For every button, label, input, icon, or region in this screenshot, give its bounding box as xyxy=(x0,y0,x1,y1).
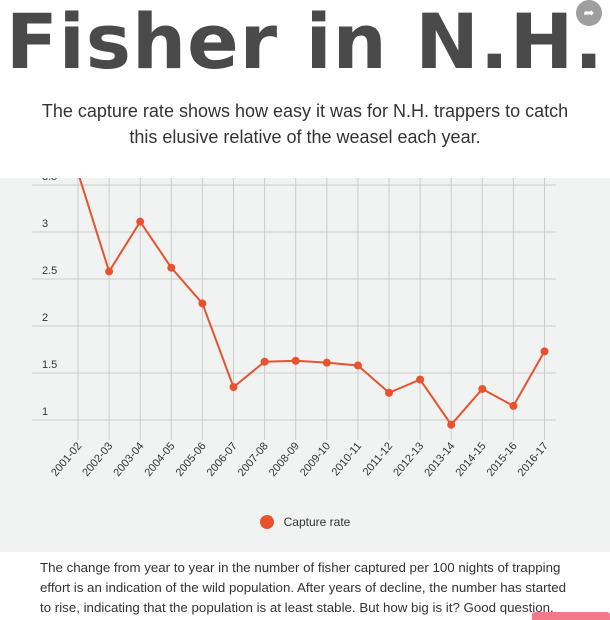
y-tick-label: 2.5 xyxy=(42,265,57,277)
x-tick-label: 2005-06 xyxy=(174,440,209,479)
data-point xyxy=(416,375,425,384)
x-tick-label: 2015-16 xyxy=(485,440,520,479)
data-point xyxy=(322,358,331,367)
data-point xyxy=(198,299,207,308)
x-tick-label: 2012-13 xyxy=(391,440,426,479)
x-tick-label: 2003-04 xyxy=(111,440,146,479)
x-tick-label: 2016-17 xyxy=(516,440,551,479)
y-tick-label: 1.5 xyxy=(42,359,57,371)
data-point xyxy=(447,420,456,429)
data-point xyxy=(260,357,269,366)
capture-rate-line-chart: 3.5 3 2.5 2 1.5 1 2001-022002-032003-042004-05… xyxy=(32,178,556,479)
share-icon[interactable]: ➦ xyxy=(576,0,602,26)
data-point xyxy=(540,347,549,356)
data-point xyxy=(136,217,145,226)
y-tick-label: 3 xyxy=(42,218,48,230)
x-tick-label: 2007-08 xyxy=(236,440,271,479)
data-point xyxy=(105,267,114,276)
chart-panel: 3.5 3 2.5 2 1.5 1 2001-022002-032003-042004-05… xyxy=(0,178,610,552)
x-tick-label: 2013-14 xyxy=(422,440,457,479)
data-point xyxy=(509,401,518,410)
x-tick-label: 2001-02 xyxy=(49,440,84,479)
y-tick-label: 1 xyxy=(42,406,48,418)
page-subtitle: The capture rate shows how easy it was f… xyxy=(41,101,569,147)
chart-description: The change from year to year in the numb… xyxy=(40,560,567,615)
x-tick-label: 2009-10 xyxy=(298,440,333,479)
series-line xyxy=(78,178,546,426)
legend-marker-icon xyxy=(259,515,274,529)
data-point xyxy=(167,263,176,272)
x-tick-label: 2011-12 xyxy=(361,440,396,478)
x-tick-label: 2010-11 xyxy=(330,440,365,478)
y-tick-label: 2 xyxy=(42,312,48,324)
data-point xyxy=(291,356,300,365)
x-tick-label: 2014-15 xyxy=(453,440,488,479)
chart-legend: Capture rate xyxy=(0,515,610,529)
page-tab[interactable] xyxy=(532,612,610,620)
x-tick-label: 2002-03 xyxy=(80,440,115,479)
data-point xyxy=(229,383,238,392)
x-tick-label: 2008-09 xyxy=(267,440,302,479)
x-tick-label: 2006-07 xyxy=(205,440,240,479)
legend-label: Capture rate xyxy=(283,515,351,529)
x-tick-label: 2004-05 xyxy=(142,440,177,479)
page-title: Fisher in N.H. xyxy=(5,0,605,86)
data-point xyxy=(353,361,362,370)
data-point xyxy=(478,384,487,393)
data-point xyxy=(385,388,393,397)
y-tick-label: 3.5 xyxy=(42,178,57,183)
